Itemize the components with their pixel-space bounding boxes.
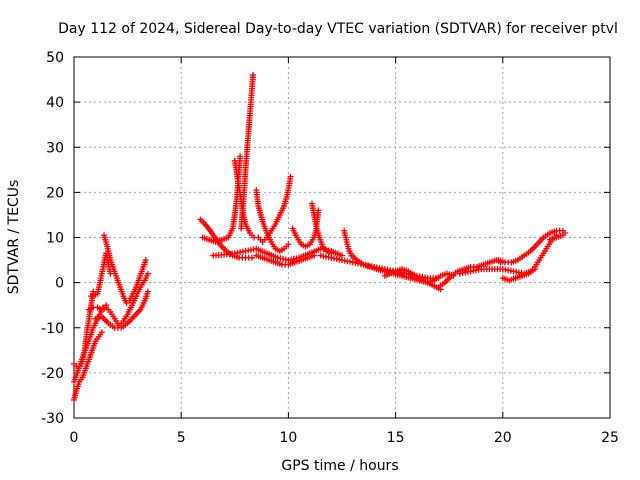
data-point	[315, 207, 322, 214]
data-point	[98, 329, 105, 336]
x-tick-label: 25	[601, 430, 619, 446]
grid	[74, 57, 610, 418]
data-marks	[71, 72, 568, 403]
series-arc24	[499, 266, 538, 284]
series-arc3	[71, 288, 97, 372]
series-arc7	[88, 250, 114, 300]
y-tick-label: 20	[46, 185, 64, 201]
y-tick-label: 30	[46, 140, 64, 156]
y-tick-label: -10	[41, 321, 64, 337]
data-point	[250, 72, 257, 79]
y-tick-label: 40	[46, 95, 64, 111]
data-point	[248, 254, 255, 261]
data-point	[144, 270, 151, 277]
chart-title: Day 112 of 2024, Sidereal Day-to-day VTE…	[58, 21, 618, 37]
x-tick-label: 5	[177, 430, 186, 446]
series-arc13	[255, 173, 294, 246]
series-arc4	[86, 270, 151, 329]
axis-ticks	[73, 56, 611, 419]
y-tick-label: 0	[55, 276, 64, 292]
y-tick-labels: -30 -20 -10 0 10 20 30 40 50	[41, 50, 64, 427]
x-tick-label: 20	[494, 430, 512, 446]
data-point	[287, 173, 294, 180]
x-tick-label: 10	[279, 430, 297, 446]
series-arc6	[92, 288, 151, 331]
series-arc22	[456, 232, 560, 277]
series-arc11	[231, 157, 258, 241]
data-point	[144, 288, 151, 295]
series-arc23	[495, 227, 566, 266]
data-point	[107, 270, 114, 277]
series-arc17	[308, 200, 335, 257]
y-tick-label: -20	[41, 366, 64, 382]
data-point	[531, 266, 538, 273]
x-axis-label: GPS time / hours	[281, 458, 398, 474]
data-point	[142, 257, 149, 264]
y-axis-label: SDTVAR / TECUs	[6, 180, 22, 295]
series-arc25	[546, 229, 568, 243]
y-tick-label: 10	[46, 231, 64, 247]
y-tick-label: -30	[41, 411, 64, 427]
x-tick-labels: 0 5 10 15 20 25	[70, 430, 619, 446]
y-tick-label: 50	[46, 50, 64, 66]
series-arc19	[317, 252, 442, 282]
data-point	[237, 153, 244, 160]
series-arc1	[71, 329, 105, 403]
data-point	[561, 229, 568, 236]
x-tick-label: 15	[387, 430, 405, 446]
data-point	[285, 241, 292, 248]
data-point	[123, 299, 130, 306]
x-tick-label: 0	[70, 430, 79, 446]
